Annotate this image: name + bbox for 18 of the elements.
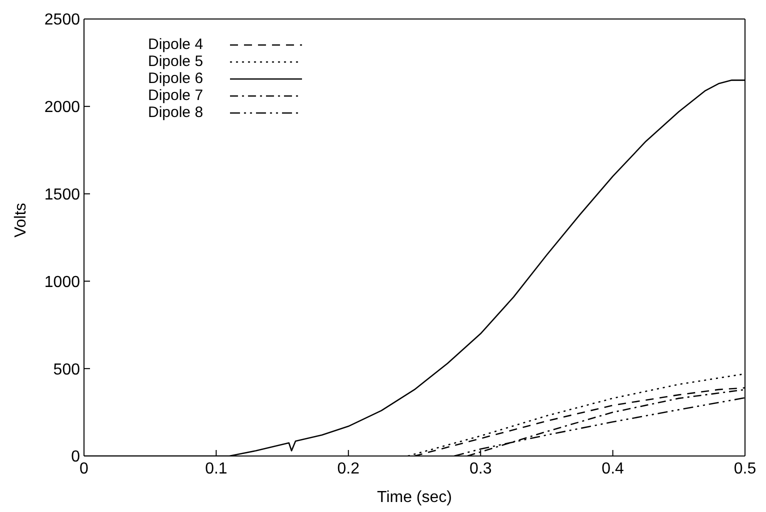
y-tick-label: 0 (71, 448, 80, 466)
x-tick-label: 0.5 (734, 460, 756, 478)
y-axis-title: Volts (12, 202, 30, 238)
x-tick-label: 0.4 (602, 460, 624, 478)
x-tick-label: 0.2 (337, 460, 360, 478)
legend-label: Dipole 8 (148, 104, 204, 121)
y-tick-label: 2500 (44, 12, 80, 29)
x-tick-label: 0.3 (469, 460, 492, 478)
y-tick-label: 2000 (44, 99, 80, 116)
x-tick-label: 0.1 (205, 460, 228, 478)
y-tick-label: 1000 (44, 274, 80, 291)
legend-label: Dipole 4 (148, 36, 204, 53)
x-axis-title: Time (sec) (377, 489, 452, 506)
y-tick-label: 1500 (44, 186, 80, 204)
legend-label: Dipole 6 (148, 70, 204, 87)
legend-label: Dipole 5 (148, 53, 204, 70)
legend-label: Dipole 7 (148, 87, 204, 104)
y-tick-label: 500 (53, 361, 80, 378)
